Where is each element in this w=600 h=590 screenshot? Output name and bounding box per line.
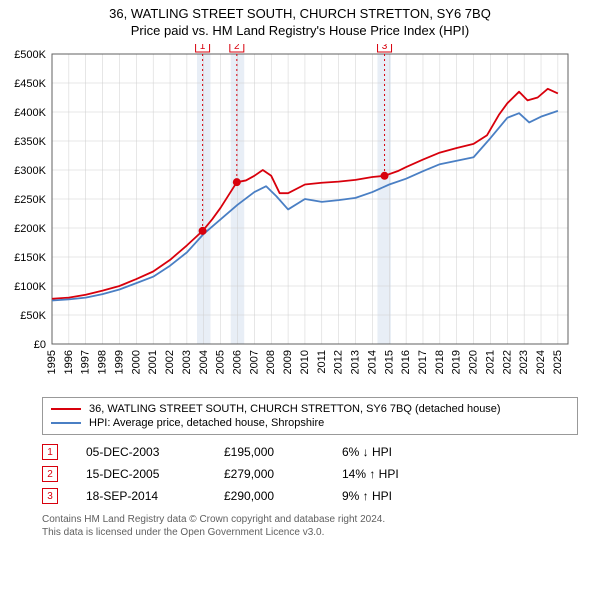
svg-text:2: 2 (234, 44, 240, 52)
footer-line1: Contains HM Land Registry data © Crown c… (42, 513, 578, 526)
svg-text:1998: 1998 (97, 350, 109, 374)
svg-text:2006: 2006 (231, 350, 243, 374)
event-pct: 14% ↑ HPI (342, 467, 442, 481)
svg-text:2015: 2015 (383, 350, 395, 374)
event-price: £279,000 (224, 467, 314, 481)
event-row: 2 15-DEC-2005 £279,000 14% ↑ HPI (42, 463, 578, 485)
legend-swatch (51, 408, 81, 410)
svg-text:1: 1 (200, 44, 206, 52)
event-price: £195,000 (224, 445, 314, 459)
svg-text:£200K: £200K (14, 223, 46, 235)
svg-text:2000: 2000 (130, 350, 142, 374)
svg-text:2021: 2021 (484, 350, 496, 374)
svg-text:2012: 2012 (333, 350, 345, 374)
line-chart-svg: £0 £50K £100K £150K £200K £250K £300K £350K £400… (10, 44, 590, 384)
titles: 36, WATLING STREET SOUTH, CHURCH STRETTO… (0, 0, 600, 38)
event-date: 05-DEC-2003 (86, 445, 196, 459)
svg-text:1997: 1997 (80, 350, 92, 374)
event-date: 15-DEC-2005 (86, 467, 196, 481)
event-price: £290,000 (224, 489, 314, 503)
svg-text:£500K: £500K (14, 49, 46, 61)
event-marker-box: 1 (42, 444, 58, 460)
svg-text:2008: 2008 (265, 350, 277, 374)
svg-text:2011: 2011 (316, 350, 328, 374)
svg-text:2013: 2013 (350, 350, 362, 374)
event-row: 1 05-DEC-2003 £195,000 6% ↓ HPI (42, 441, 578, 463)
svg-text:2010: 2010 (299, 350, 311, 374)
svg-text:£300K: £300K (14, 165, 46, 177)
svg-text:2020: 2020 (468, 350, 480, 374)
svg-text:1996: 1996 (63, 350, 75, 374)
svg-text:2009: 2009 (282, 350, 294, 374)
svg-text:2002: 2002 (164, 350, 176, 374)
chart: £0 £50K £100K £150K £200K £250K £300K £350K £400… (10, 44, 590, 389)
legend-label: HPI: Average price, detached house, Shro… (89, 417, 324, 429)
legend-row: HPI: Average price, detached house, Shro… (51, 416, 569, 430)
svg-text:2019: 2019 (451, 350, 463, 374)
svg-text:2022: 2022 (501, 350, 513, 374)
footer-line2: This data is licensed under the Open Gov… (42, 526, 578, 539)
event-pct: 6% ↓ HPI (342, 445, 442, 459)
title-address: 36, WATLING STREET SOUTH, CHURCH STRETTO… (0, 6, 600, 21)
svg-text:2004: 2004 (198, 350, 210, 374)
svg-text:2023: 2023 (518, 350, 530, 374)
svg-text:£0: £0 (34, 339, 46, 351)
svg-text:1999: 1999 (113, 350, 125, 374)
event-marker-box: 3 (42, 488, 58, 504)
legend: 36, WATLING STREET SOUTH, CHURCH STRETTO… (42, 397, 578, 435)
svg-text:£450K: £450K (14, 78, 46, 90)
svg-text:2003: 2003 (181, 350, 193, 374)
title-subtitle: Price paid vs. HM Land Registry's House … (0, 23, 600, 38)
svg-text:£100K: £100K (14, 281, 46, 293)
event-pct: 9% ↑ HPI (342, 489, 442, 503)
svg-text:2014: 2014 (366, 350, 378, 374)
chart-container: 36, WATLING STREET SOUTH, CHURCH STRETTO… (0, 0, 600, 539)
svg-text:2018: 2018 (434, 350, 446, 374)
svg-text:2024: 2024 (535, 350, 547, 374)
svg-text:£400K: £400K (14, 107, 46, 119)
svg-text:2025: 2025 (552, 350, 564, 374)
events-table: 1 05-DEC-2003 £195,000 6% ↓ HPI 2 15-DEC-2005… (42, 441, 578, 507)
footer: Contains HM Land Registry data © Crown c… (42, 513, 578, 539)
legend-row: 36, WATLING STREET SOUTH, CHURCH STRETTO… (51, 402, 569, 416)
legend-label: 36, WATLING STREET SOUTH, CHURCH STRETTO… (89, 403, 501, 415)
legend-swatch (51, 422, 81, 424)
svg-text:2005: 2005 (215, 350, 227, 374)
svg-text:£350K: £350K (14, 136, 46, 148)
svg-text:1995: 1995 (46, 350, 58, 374)
svg-text:£50K: £50K (20, 310, 46, 322)
event-marker-box: 2 (42, 466, 58, 482)
svg-text:£250K: £250K (14, 194, 46, 206)
svg-text:2007: 2007 (248, 350, 260, 374)
svg-text:3: 3 (382, 44, 388, 52)
svg-text:2016: 2016 (400, 350, 412, 374)
svg-text:2001: 2001 (147, 350, 159, 374)
event-row: 3 18-SEP-2014 £290,000 9% ↑ HPI (42, 485, 578, 507)
svg-text:2017: 2017 (417, 350, 429, 374)
event-date: 18-SEP-2014 (86, 489, 196, 503)
svg-text:£150K: £150K (14, 252, 46, 264)
